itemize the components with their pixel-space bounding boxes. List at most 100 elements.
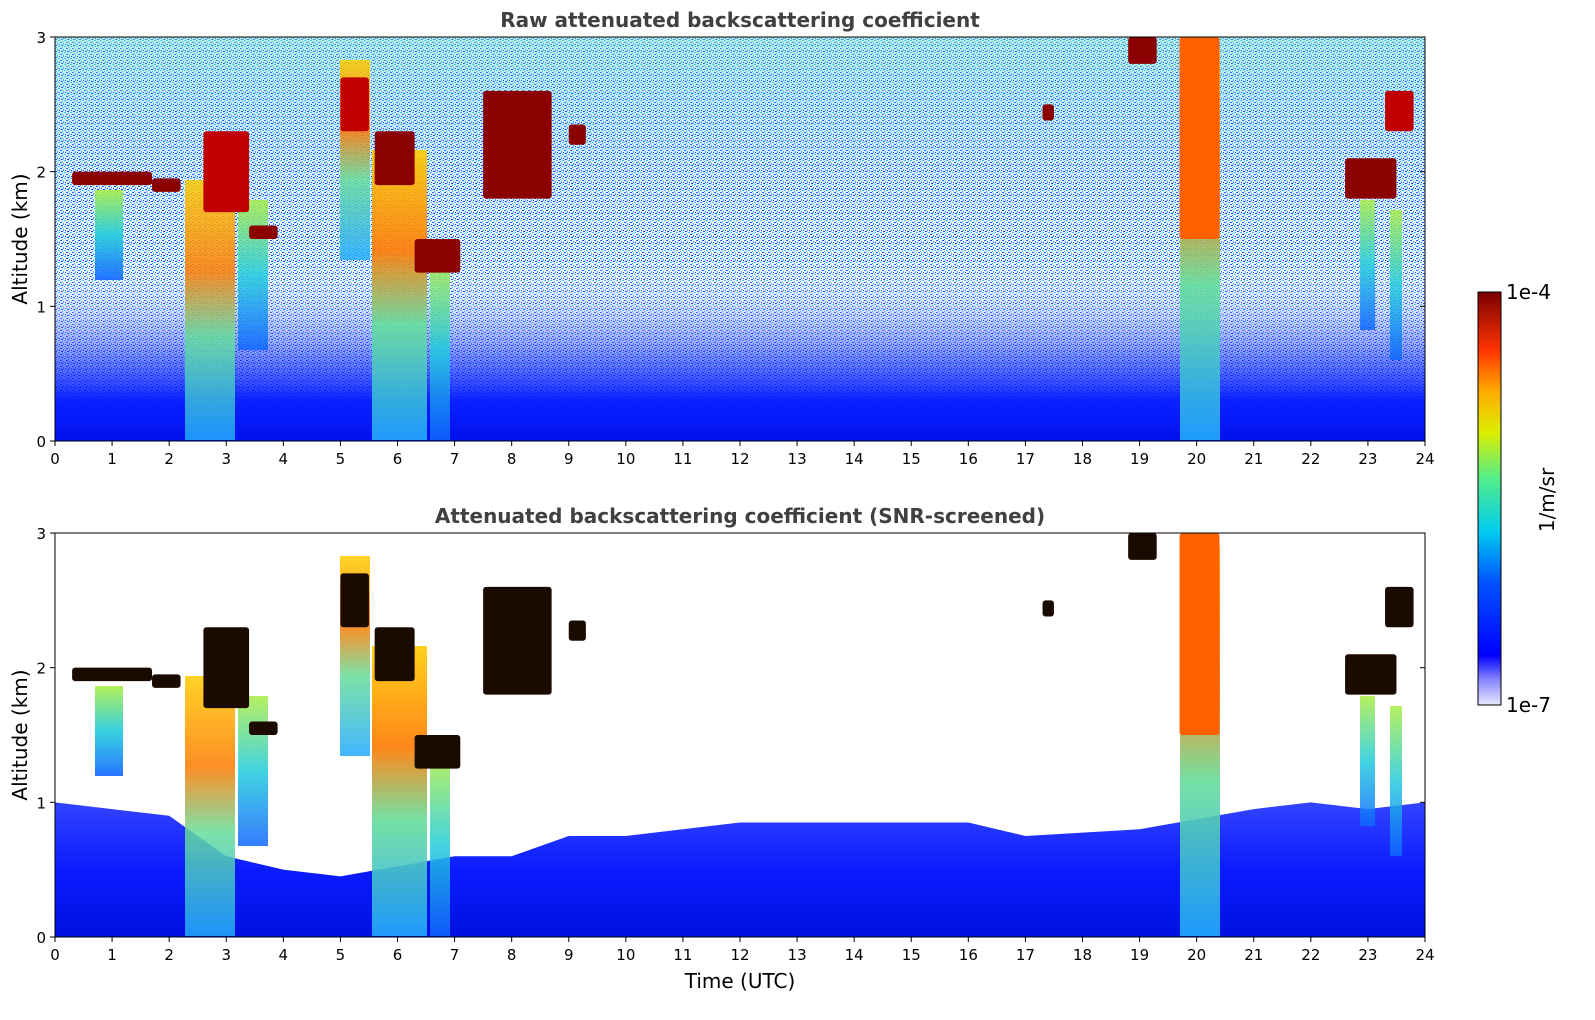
screened-panel: Attenuated backscattering coefficient (S… (8, 504, 1435, 993)
x-tick-label: 5 (336, 946, 346, 964)
raw-precip-columns (95, 50, 1402, 440)
cloud-layer-mark (1042, 104, 1054, 121)
cloud-layer-mark (203, 627, 250, 709)
x-tick-label: 10 (616, 450, 635, 468)
cloud-layer-mark (1385, 90, 1414, 132)
x-tick-label: 8 (507, 946, 517, 964)
x-tick-label: 9 (564, 946, 574, 964)
x-tick-label: 15 (902, 946, 921, 964)
x-tick-label: 3 (221, 946, 231, 964)
x-tick-label: 12 (730, 946, 749, 964)
screened-x-ticks: 0 1 2 3 4 5 6 7 8 9 10 11 12 13 14 15 16 17 18 19 20 21 22 23 24 (50, 937, 1435, 964)
colorbar-gradient (1477, 291, 1502, 706)
x-tick-label: 7 (450, 946, 460, 964)
y-tick-label: 0 (36, 433, 46, 451)
cloud-layer-mark (374, 627, 415, 682)
cloud-layer-mark (1385, 586, 1414, 628)
y-tick-label: 2 (36, 660, 46, 678)
y-tick-label: 2 (36, 164, 46, 182)
colorbar-unit-label: 1/m/sr (1535, 467, 1559, 532)
cloud-layer-mark (1179, 533, 1220, 735)
x-tick-label: 6 (393, 946, 403, 964)
cloud-layer-mark (1128, 533, 1157, 560)
cloud-layer-mark (72, 667, 153, 682)
cloud-layer-mark (1345, 158, 1397, 199)
x-tick-label: 22 (1301, 946, 1320, 964)
raw-cloud-layers (72, 37, 1414, 273)
screened-y-ticks: 0 1 2 3 (36, 525, 1425, 947)
x-tick-label: 18 (1073, 946, 1092, 964)
raw-title: Raw attenuated backscattering coefficien… (500, 8, 980, 32)
screened-title: Attenuated backscattering coefficient (S… (435, 504, 1045, 528)
y-tick-label: 1 (36, 794, 46, 812)
cloud-layer-mark (374, 131, 415, 186)
cloud-layer-mark (1128, 37, 1157, 64)
x-tick-label: 19 (1130, 946, 1149, 964)
x-tick-label: 24 (1415, 946, 1434, 964)
x-tick-label: 11 (673, 946, 692, 964)
cloud-layer-mark (1042, 600, 1054, 617)
x-tick-label: 21 (1244, 946, 1263, 964)
cloud-layer-mark (249, 721, 278, 735)
cloud-layer-mark (568, 124, 586, 145)
cloud-layer-mark (1179, 37, 1220, 239)
cloud-layer-mark (483, 586, 552, 695)
screened-cloud-layers (72, 533, 1414, 769)
raw-y-ticks: 0 1 2 3 (36, 29, 1425, 451)
x-tick-label: 23 (1358, 946, 1377, 964)
x-tick-label: 18 (1073, 450, 1092, 468)
cloud-layer-mark (203, 131, 250, 213)
cloud-layer-mark (414, 239, 461, 273)
x-tick-label: 4 (279, 946, 289, 964)
x-axis-label: Time (UTC) (684, 969, 796, 993)
colorbar-min-label: 1e-7 (1506, 693, 1551, 717)
cloud-layer-mark (340, 77, 369, 132)
x-tick-label: 4 (279, 450, 289, 468)
y-tick-label: 0 (36, 929, 46, 947)
x-tick-label: 10 (616, 946, 635, 964)
y-tick-label: 3 (36, 29, 46, 47)
x-tick-label: 17 (1016, 450, 1035, 468)
x-tick-label: 22 (1301, 450, 1320, 468)
x-tick-label: 2 (164, 450, 174, 468)
x-tick-label: 14 (845, 450, 864, 468)
x-tick-label: 3 (221, 450, 231, 468)
cloud-layer-mark (1345, 654, 1397, 695)
x-tick-label: 20 (1187, 946, 1206, 964)
x-tick-label: 0 (50, 450, 60, 468)
x-tick-label: 16 (959, 450, 978, 468)
screened-y-axis-label: Altitude (km) (8, 669, 32, 800)
cloud-layer-mark (72, 171, 153, 186)
x-tick-label: 16 (959, 946, 978, 964)
cloud-layer-mark (152, 674, 181, 688)
x-tick-label: 1 (107, 450, 117, 468)
x-tick-label: 5 (336, 450, 346, 468)
cloud-layer-mark (249, 225, 278, 239)
x-tick-label: 20 (1187, 450, 1206, 468)
x-tick-label: 1 (107, 946, 117, 964)
cloud-layer-mark (414, 735, 461, 769)
x-tick-label: 19 (1130, 450, 1149, 468)
x-tick-label: 13 (788, 450, 807, 468)
colorbar-max-label: 1e-4 (1506, 280, 1551, 304)
x-tick-label: 12 (730, 450, 749, 468)
x-tick-label: 7 (450, 450, 460, 468)
x-tick-label: 13 (788, 946, 807, 964)
colorbar: 1e-4 1e-7 1/m/sr (1477, 280, 1559, 717)
x-tick-label: 6 (393, 450, 403, 468)
raw-y-axis-label: Altitude (km) (8, 173, 32, 304)
cloud-layer-mark (483, 90, 552, 199)
x-tick-label: 0 (50, 946, 60, 964)
cloud-layer-mark (568, 620, 586, 641)
x-tick-label: 11 (673, 450, 692, 468)
raw-panel: Raw attenuated backscattering coefficien… (8, 8, 1435, 468)
x-tick-label: 8 (507, 450, 517, 468)
x-tick-label: 2 (164, 946, 174, 964)
x-tick-label: 15 (902, 450, 921, 468)
x-tick-label: 21 (1244, 450, 1263, 468)
x-tick-label: 14 (845, 946, 864, 964)
x-tick-label: 24 (1415, 450, 1434, 468)
x-tick-label: 23 (1358, 450, 1377, 468)
x-tick-label: 9 (564, 450, 574, 468)
